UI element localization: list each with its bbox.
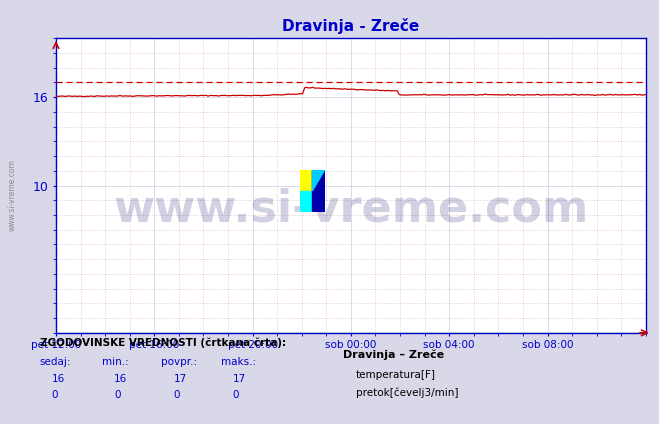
Text: sedaj:: sedaj: bbox=[40, 357, 71, 367]
Text: 0: 0 bbox=[51, 390, 58, 400]
Text: 16: 16 bbox=[114, 374, 127, 384]
Text: 0: 0 bbox=[114, 390, 121, 400]
Title: Dravinja - Zreče: Dravinja - Zreče bbox=[282, 18, 420, 34]
Text: temperatura[F]: temperatura[F] bbox=[356, 370, 436, 380]
Text: 0: 0 bbox=[233, 390, 239, 400]
Polygon shape bbox=[312, 170, 325, 191]
Text: min.:: min.: bbox=[102, 357, 129, 367]
Text: povpr.:: povpr.: bbox=[161, 357, 198, 367]
Text: 0: 0 bbox=[173, 390, 180, 400]
Text: 16: 16 bbox=[51, 374, 65, 384]
Bar bbox=[300, 191, 312, 212]
Text: ZGODOVINSKE VREDNOSTI (črtkana črta):: ZGODOVINSKE VREDNOSTI (črtkana črta): bbox=[40, 337, 285, 348]
Text: 17: 17 bbox=[233, 374, 246, 384]
Text: pretok[čevelj3/min]: pretok[čevelj3/min] bbox=[356, 388, 459, 399]
Text: Dravinja – Zreče: Dravinja – Zreče bbox=[343, 350, 444, 360]
Text: 17: 17 bbox=[173, 374, 186, 384]
Text: www.si-vreme.com: www.si-vreme.com bbox=[8, 159, 17, 231]
Text: maks.:: maks.: bbox=[221, 357, 256, 367]
Bar bbox=[300, 170, 312, 191]
Bar bbox=[312, 170, 325, 212]
Text: www.si-vreme.com: www.si-vreme.com bbox=[113, 187, 588, 231]
